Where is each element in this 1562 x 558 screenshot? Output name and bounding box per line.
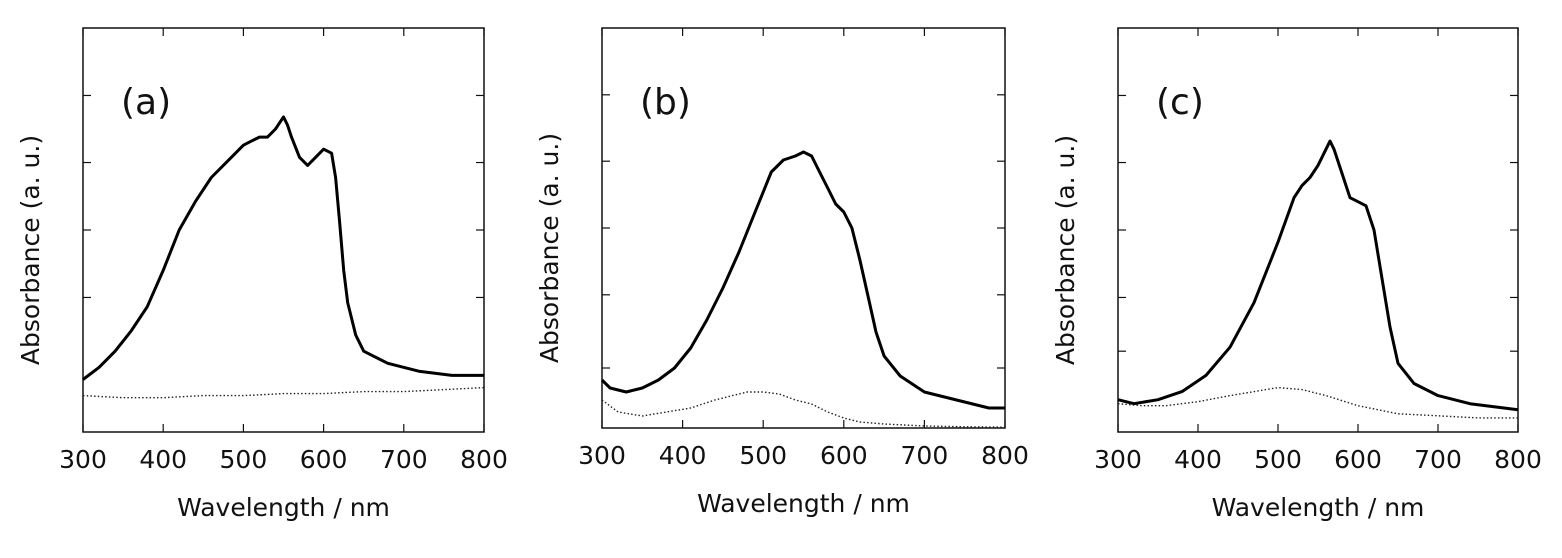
x-tick-label: 600 — [300, 445, 348, 474]
x-tick-label: 800 — [460, 445, 508, 474]
x-tick-label: 400 — [1174, 445, 1222, 474]
y-axis-label: Absorbance (a. u.) — [16, 135, 45, 365]
panel-label: (b) — [640, 82, 691, 123]
x-tick-label: 300 — [578, 441, 626, 470]
x-tick-label: 800 — [981, 441, 1029, 470]
x-tick-label: 700 — [380, 445, 428, 474]
x-axis-label: Wavelength / nm — [177, 493, 390, 522]
y-axis-label: Absorbance (a. u.) — [1051, 135, 1080, 365]
x-tick-label: 600 — [1334, 445, 1382, 474]
x-tick-label: 800 — [1494, 445, 1542, 474]
series-line-dotted — [82, 386, 485, 399]
series-line-solid — [600, 150, 1005, 410]
chart-panel-a: 300 400 500 600 700 800 Wavelength / nm Absorba… — [16, 27, 508, 522]
x-axis-label: Wavelength / nm — [1212, 493, 1425, 522]
panel-label: (a) — [121, 82, 171, 123]
x-tick-label: 700 — [901, 441, 949, 470]
panel-label: (c) — [1156, 82, 1204, 123]
series-line-solid — [82, 115, 484, 381]
x-tick-label: 400 — [659, 441, 707, 470]
chart-panel-b: 300 400 500 600 700 800 Wavelength / nm Absorba… — [535, 27, 1029, 518]
x-axis-label: Wavelength / nm — [697, 489, 910, 518]
x-tick-label: 500 — [739, 441, 787, 470]
x-tick-label: 300 — [1094, 445, 1142, 474]
y-axis-label: Absorbance (a. u.) — [535, 133, 564, 363]
x-tick-label: 600 — [820, 441, 868, 470]
x-tick-label: 300 — [59, 445, 107, 474]
series-line-solid — [1117, 139, 1519, 412]
x-tick-label: 500 — [1254, 445, 1302, 474]
x-tick-label: 500 — [220, 445, 268, 474]
x-tick-label: 400 — [139, 445, 187, 474]
x-tick-label: 700 — [1414, 445, 1462, 474]
chart-panel-c: 300 400 500 600 700 800 Wavelength / nm Absorba… — [1051, 27, 1542, 522]
